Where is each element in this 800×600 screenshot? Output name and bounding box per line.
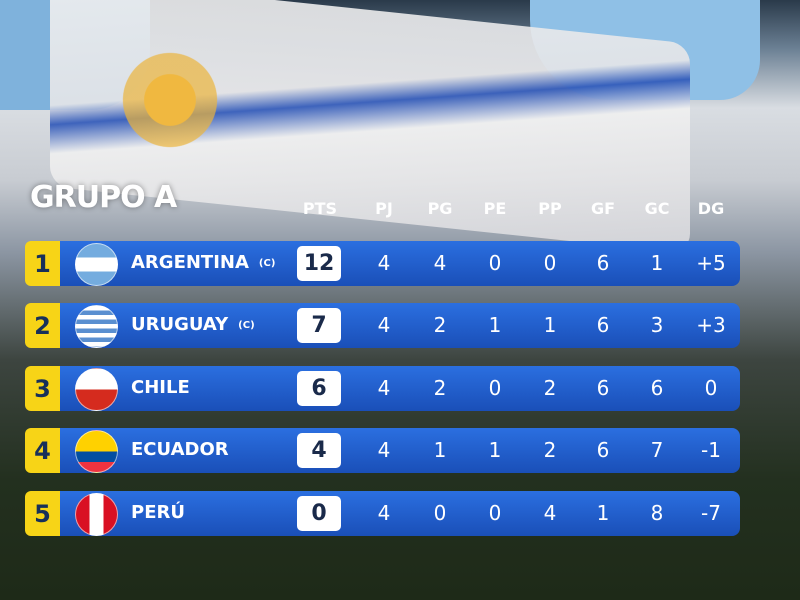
points-box: 6 [297,371,341,406]
stat-pe: 0 [488,376,502,400]
standings-row: 2 URUGUAY (C) 7 4 2 1 1 6 3 +3 [25,303,740,348]
column-header-dg: DG [697,199,725,218]
stat-gc: 1 [650,251,664,275]
stat-pj: 4 [377,438,391,462]
group-title: GRUPO A [30,180,177,215]
position-badge: 2 [25,303,60,348]
stat-gf: 6 [596,251,610,275]
stat-gf: 6 [596,376,610,400]
stat-pp: 2 [543,376,557,400]
standings-row: 5 PERÚ 0 4 0 0 4 1 8 -7 [25,491,740,536]
stat-pj: 4 [377,501,391,525]
sun-of-may-emblem [110,40,230,160]
team-name-text: ECUADOR [131,439,229,460]
stat-dg: 0 [704,376,718,400]
ecuador-flag-icon [75,430,118,473]
points-box: 0 [297,496,341,531]
points-box: 12 [297,246,341,281]
stat-pj: 4 [377,376,391,400]
stat-pg: 2 [433,376,447,400]
team-bar [60,428,740,473]
stat-gc: 3 [650,313,664,337]
team-name: ARGENTINA (C) [131,252,275,273]
standings-row: 3 CHILE 6 4 2 0 2 6 6 0 [25,366,740,411]
team-bar [60,491,740,536]
stat-dg: +3 [696,313,726,337]
peru-flag-icon [75,493,118,536]
classified-tag: (C) [238,319,255,331]
standings-row: 4 ECUADOR 4 4 1 1 2 6 7 -1 [25,428,740,473]
team-name-text: URUGUAY [131,314,229,335]
team-bar [60,366,740,411]
stat-pp: 2 [543,438,557,462]
stat-dg: +5 [696,251,726,275]
stat-dg: -1 [701,438,721,462]
team-name: URUGUAY (C) [131,314,255,335]
stat-pe: 0 [488,501,502,525]
team-name-text: ARGENTINA [131,252,249,273]
stat-gf: 6 [596,438,610,462]
stat-gc: 7 [650,438,664,462]
stat-pg: 1 [433,438,447,462]
team-name: ECUADOR [131,439,229,460]
team-name: CHILE [131,377,190,398]
team-name: PERÚ [131,502,185,523]
chile-flag-icon [75,368,118,411]
team-bar [60,303,740,348]
classified-tag: (C) [258,257,276,269]
column-header-pts: PTS [302,199,338,218]
stat-gf: 6 [596,313,610,337]
position-badge: 3 [25,366,60,411]
column-header-gf: GF [590,199,616,218]
column-header-pp: PP [538,199,562,218]
stat-gf: 1 [596,501,610,525]
stat-dg: -7 [701,501,721,525]
column-header-pj: PJ [375,199,393,218]
team-bar [60,241,740,286]
position-badge: 5 [25,491,60,536]
argentina-flag-icon [75,243,118,286]
points-box: 7 [297,308,341,343]
stat-pp: 0 [543,251,557,275]
uruguay-flag-icon [75,305,118,348]
stat-pe: 1 [488,313,502,337]
team-name-text: CHILE [131,377,190,398]
column-header-pg: PG [427,199,453,218]
position-badge: 4 [25,428,60,473]
stat-pp: 1 [543,313,557,337]
stat-pg: 4 [433,251,447,275]
points-box: 4 [297,433,341,468]
stat-gc: 6 [650,376,664,400]
column-header-gc: GC [644,199,670,218]
stat-gc: 8 [650,501,664,525]
standings-row: 1 ARGENTINA (C) 12 4 4 0 0 6 1 +5 [25,241,740,286]
stat-pj: 4 [377,251,391,275]
column-header-pe: PE [483,199,507,218]
stat-pg: 2 [433,313,447,337]
stat-pp: 4 [543,501,557,525]
position-badge: 1 [25,241,60,286]
stat-pj: 4 [377,313,391,337]
stat-pe: 1 [488,438,502,462]
team-name-text: PERÚ [131,502,185,523]
stat-pg: 0 [433,501,447,525]
stat-pe: 0 [488,251,502,275]
